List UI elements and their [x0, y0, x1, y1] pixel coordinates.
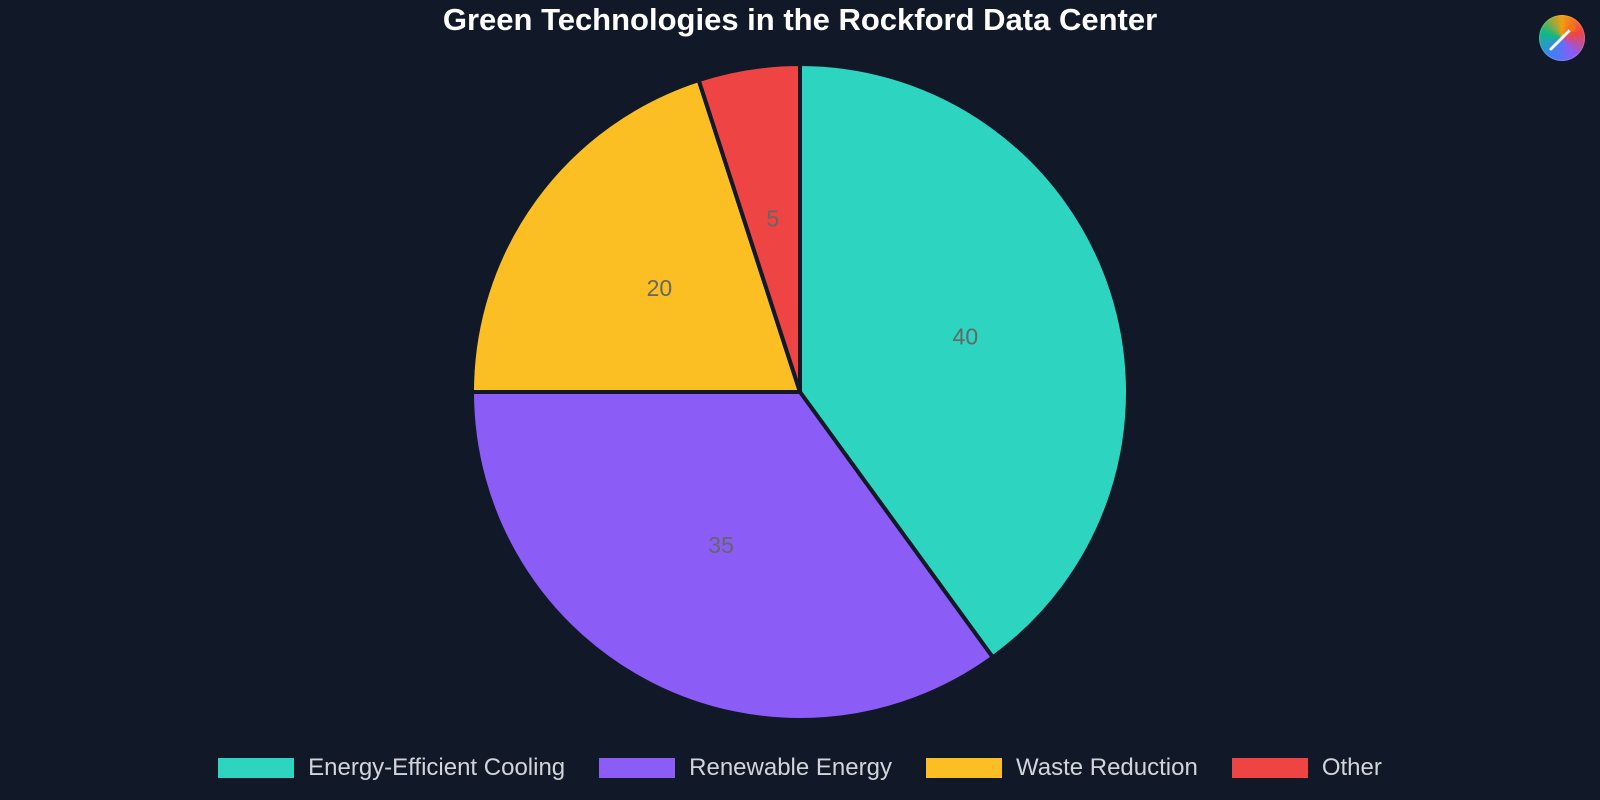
legend-label: Renewable Energy: [689, 754, 892, 781]
logo-brush-icon: [1539, 15, 1585, 61]
pie-value-label: 40: [953, 323, 979, 349]
legend-item[interactable]: Energy-Efficient Cooling: [218, 754, 565, 782]
legend-item[interactable]: Renewable Energy: [599, 754, 892, 782]
legend-item[interactable]: Other: [1231, 754, 1382, 782]
legend-swatch: [925, 758, 1002, 778]
legend-swatch: [218, 758, 295, 778]
legend-label: Other: [1321, 754, 1382, 781]
pie-value-label: 20: [647, 275, 673, 301]
pie-value-label: 5: [766, 205, 779, 231]
legend-item[interactable]: Waste Reduction: [925, 754, 1198, 782]
pie-slice-waste-reduction: [470, 78, 802, 394]
legend-label: Waste Reduction: [1015, 754, 1198, 781]
pie-slices: [470, 62, 1130, 722]
legend-label: Energy-Efficient Cooling: [308, 754, 566, 781]
pie-value-label: 35: [708, 532, 734, 558]
legend-swatch: [1231, 758, 1308, 778]
pie-slice-renewable-energy: [470, 390, 995, 722]
chart-title: Green Technologies in the Rockford Data …: [442, 2, 1158, 37]
legend-swatch: [599, 758, 676, 778]
pie-slice-energy-efficient-cooling: [798, 62, 1130, 660]
pie-labels: 40 35 20 5: [647, 205, 979, 558]
pie-slice-other: [696, 62, 802, 394]
legend: Energy-Efficient Cooling Renewable Energy…: [0, 750, 1600, 786]
